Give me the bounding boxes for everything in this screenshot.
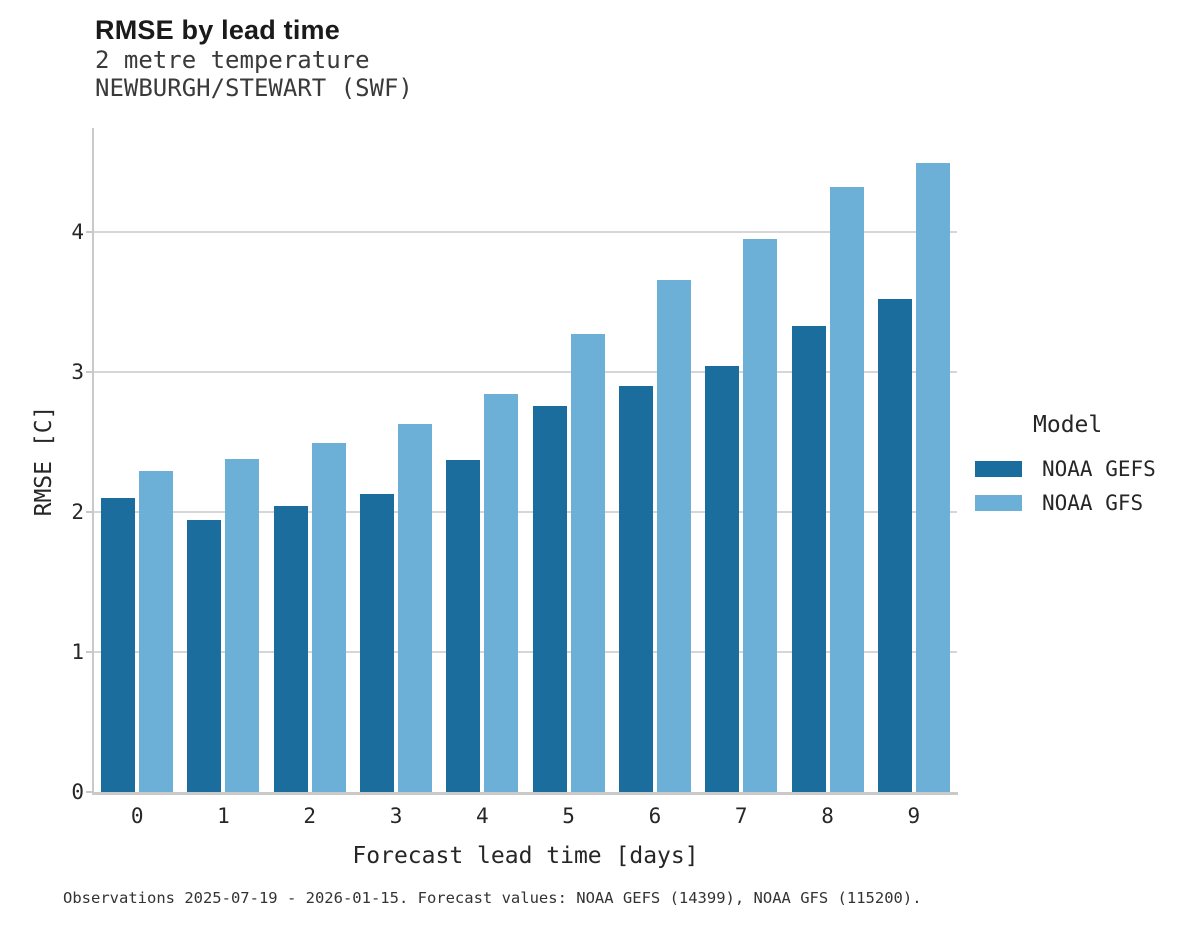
legend-rows: NOAA GEFS NOAA GFS: [975, 452, 1156, 520]
y-tick-mark-0: [86, 791, 93, 793]
bar-group-day-0: [94, 128, 180, 792]
y-tick-label-3: 3: [71, 360, 84, 384]
bar-noaa-gfs-day-3: [398, 424, 433, 792]
bar-noaa-gefs-day-7: [705, 366, 740, 792]
legend-swatch-icon: [975, 461, 1022, 477]
x-tick-labels: 0 1 2 3 4 5 6 7 8 9: [94, 804, 957, 828]
bar-group-day-5: [525, 128, 611, 792]
bar-noaa-gefs-day-4: [446, 460, 481, 792]
gridline-y-4: [94, 231, 957, 233]
bar-noaa-gefs-day-6: [618, 386, 653, 792]
bar-noaa-gfs-day-2: [311, 443, 346, 792]
bar-noaa-gfs-day-5: [570, 334, 605, 792]
gridline-y-1: [94, 651, 957, 653]
x-tick-label-1: 1: [217, 804, 230, 828]
x-tick-label-3: 3: [389, 804, 403, 828]
y-tick-mark-2: [86, 511, 93, 513]
bar-group-day-9: [871, 128, 957, 792]
legend-entry-noaa-gfs: NOAA GFS: [975, 486, 1156, 520]
gridline-y-3: [94, 371, 957, 373]
bar-group-day-1: [180, 128, 266, 792]
bar-group-day-4: [439, 128, 525, 792]
bar-noaa-gfs-day-7: [743, 239, 778, 792]
bar-noaa-gfs-day-0: [139, 471, 174, 792]
bar-noaa-gefs-day-9: [877, 299, 912, 792]
legend-label: NOAA GEFS: [1042, 457, 1156, 481]
x-tick-label-4: 4: [476, 804, 489, 828]
gridline-y-2: [94, 511, 957, 513]
x-tick-label-2: 2: [303, 804, 317, 828]
x-axis-spine: [92, 792, 958, 795]
y-tick-label-4: 4: [71, 220, 84, 244]
legend-entry-noaa-gefs: NOAA GEFS: [975, 452, 1156, 486]
y-tick-mark-3: [86, 371, 93, 373]
bar-noaa-gfs-day-4: [484, 394, 519, 792]
bars-layer: [94, 128, 957, 792]
bar-group-day-2: [267, 128, 353, 792]
legend: Model NOAA GEFS NOAA GFS: [975, 412, 1156, 520]
legend-swatch-icon: [975, 495, 1022, 511]
y-tick-label-1: 1: [71, 640, 84, 664]
bar-noaa-gfs-day-9: [915, 163, 950, 792]
chart-subtitle-variable: 2 metre temperature: [95, 46, 370, 74]
bar-noaa-gefs-day-5: [532, 406, 567, 792]
footer-caption: Observations 2025-07-19 - 2026-01-15. Fo…: [63, 889, 922, 907]
chart-subtitle-station: NEWBURGH/STEWART (SWF): [95, 74, 413, 102]
y-tick-label-2: 2: [71, 500, 84, 524]
y-axis-label: RMSE [C]: [31, 405, 57, 517]
legend-label: NOAA GFS: [1042, 491, 1144, 515]
x-tick-label-5: 5: [562, 804, 575, 828]
bar-noaa-gfs-day-6: [656, 280, 691, 792]
y-tick-mark-4: [86, 231, 93, 233]
x-tick-label-9: 9: [907, 804, 921, 828]
chart-title: RMSE by lead time: [95, 15, 340, 45]
plot-area: [92, 128, 958, 795]
bar-group-day-3: [353, 128, 439, 792]
bar-noaa-gefs-day-2: [273, 506, 308, 792]
x-axis-label: Forecast lead time [days]: [352, 843, 699, 869]
y-tick-mark-1: [86, 651, 93, 653]
legend-title: Model: [1033, 412, 1103, 438]
x-tick-label-0: 0: [130, 804, 144, 828]
y-tick-label-0: 0: [71, 780, 84, 804]
bar-noaa-gfs-day-1: [225, 459, 260, 792]
title-block: RMSE by lead time 2 metre temperature NE…: [95, 14, 413, 102]
x-tick-label-7: 7: [734, 804, 748, 828]
bar-noaa-gfs-day-8: [829, 187, 864, 792]
bar-group-day-6: [612, 128, 698, 792]
bar-noaa-gefs-day-3: [360, 494, 395, 792]
x-tick-label-8: 8: [821, 804, 834, 828]
bar-noaa-gefs-day-1: [187, 520, 222, 792]
bar-group-day-7: [698, 128, 784, 792]
bar-noaa-gefs-day-0: [101, 498, 136, 792]
bar-group-day-8: [784, 128, 870, 792]
bar-noaa-gefs-day-8: [791, 326, 826, 792]
x-tick-label-6: 6: [648, 804, 662, 828]
y-axis-spine: [92, 128, 94, 792]
